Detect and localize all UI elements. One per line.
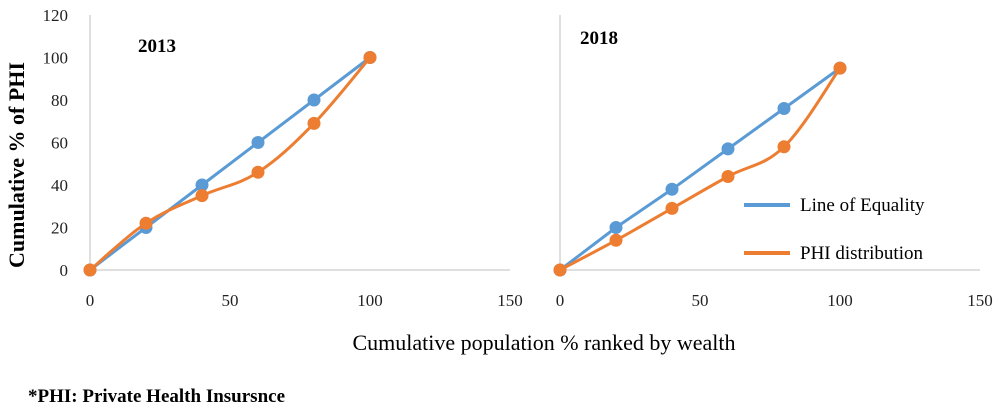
x-tick-label: 50 xyxy=(222,291,239,310)
data-point-phi xyxy=(665,201,679,215)
data-point-phi xyxy=(833,61,847,75)
x-tick-label: 150 xyxy=(967,291,993,310)
series-line-equality xyxy=(89,56,371,272)
data-point-equality xyxy=(777,102,791,115)
data-point-phi xyxy=(83,263,97,277)
panel-2013: 0 50 100 150 0 20 40 60 80 100 120 2013 xyxy=(43,6,523,310)
x-tick-label: 150 xyxy=(497,291,523,310)
x-axis-label: Cumulative population % ranked by wealth xyxy=(352,330,735,355)
x-tick-label: 50 xyxy=(692,291,709,310)
x-tick-label: 100 xyxy=(827,291,853,310)
data-point-phi xyxy=(777,140,791,154)
y-tick-label: 80 xyxy=(51,91,68,110)
legend-label-phi: PHI distribution xyxy=(800,243,923,264)
panel-2018: 0 50 100 150 2018 xyxy=(553,15,993,310)
x-tick-label: 0 xyxy=(556,291,565,310)
legend-label-equality: Line of Equality xyxy=(800,195,925,216)
data-point-equality xyxy=(251,136,265,149)
y-tick-label: 100 xyxy=(43,49,69,68)
data-point-equality xyxy=(307,93,321,107)
y-tick-label: 0 xyxy=(60,261,69,280)
y-axis-label: Cumulative % of PHI xyxy=(4,62,29,268)
data-point-phi xyxy=(363,51,377,64)
data-point-phi xyxy=(195,189,209,203)
y-tick-label: 20 xyxy=(51,219,68,238)
footnote: *PHI: Private Health Insursnce xyxy=(28,386,285,407)
legend: Line of Equality PHI distribution xyxy=(744,195,925,264)
data-point-equality xyxy=(665,182,679,196)
series-line-equality xyxy=(559,66,841,272)
y-tick-label: 40 xyxy=(51,176,68,195)
y-tick-label: 120 xyxy=(43,6,69,25)
y-tick-label: 60 xyxy=(51,134,68,153)
data-point-equality xyxy=(721,142,735,156)
data-point-equality xyxy=(195,178,209,192)
data-point-phi xyxy=(251,165,265,179)
data-point-phi xyxy=(139,216,153,230)
series-line-phi xyxy=(89,56,372,272)
data-point-phi xyxy=(553,263,567,277)
x-tick-label: 100 xyxy=(357,291,383,310)
data-point-equality xyxy=(609,221,623,234)
data-point-phi xyxy=(307,116,321,130)
data-point-phi xyxy=(721,170,735,183)
panel-title: 2013 xyxy=(138,36,176,57)
x-tick-label: 0 xyxy=(86,291,95,310)
data-point-phi xyxy=(609,233,623,247)
panel-title: 2018 xyxy=(580,28,618,49)
